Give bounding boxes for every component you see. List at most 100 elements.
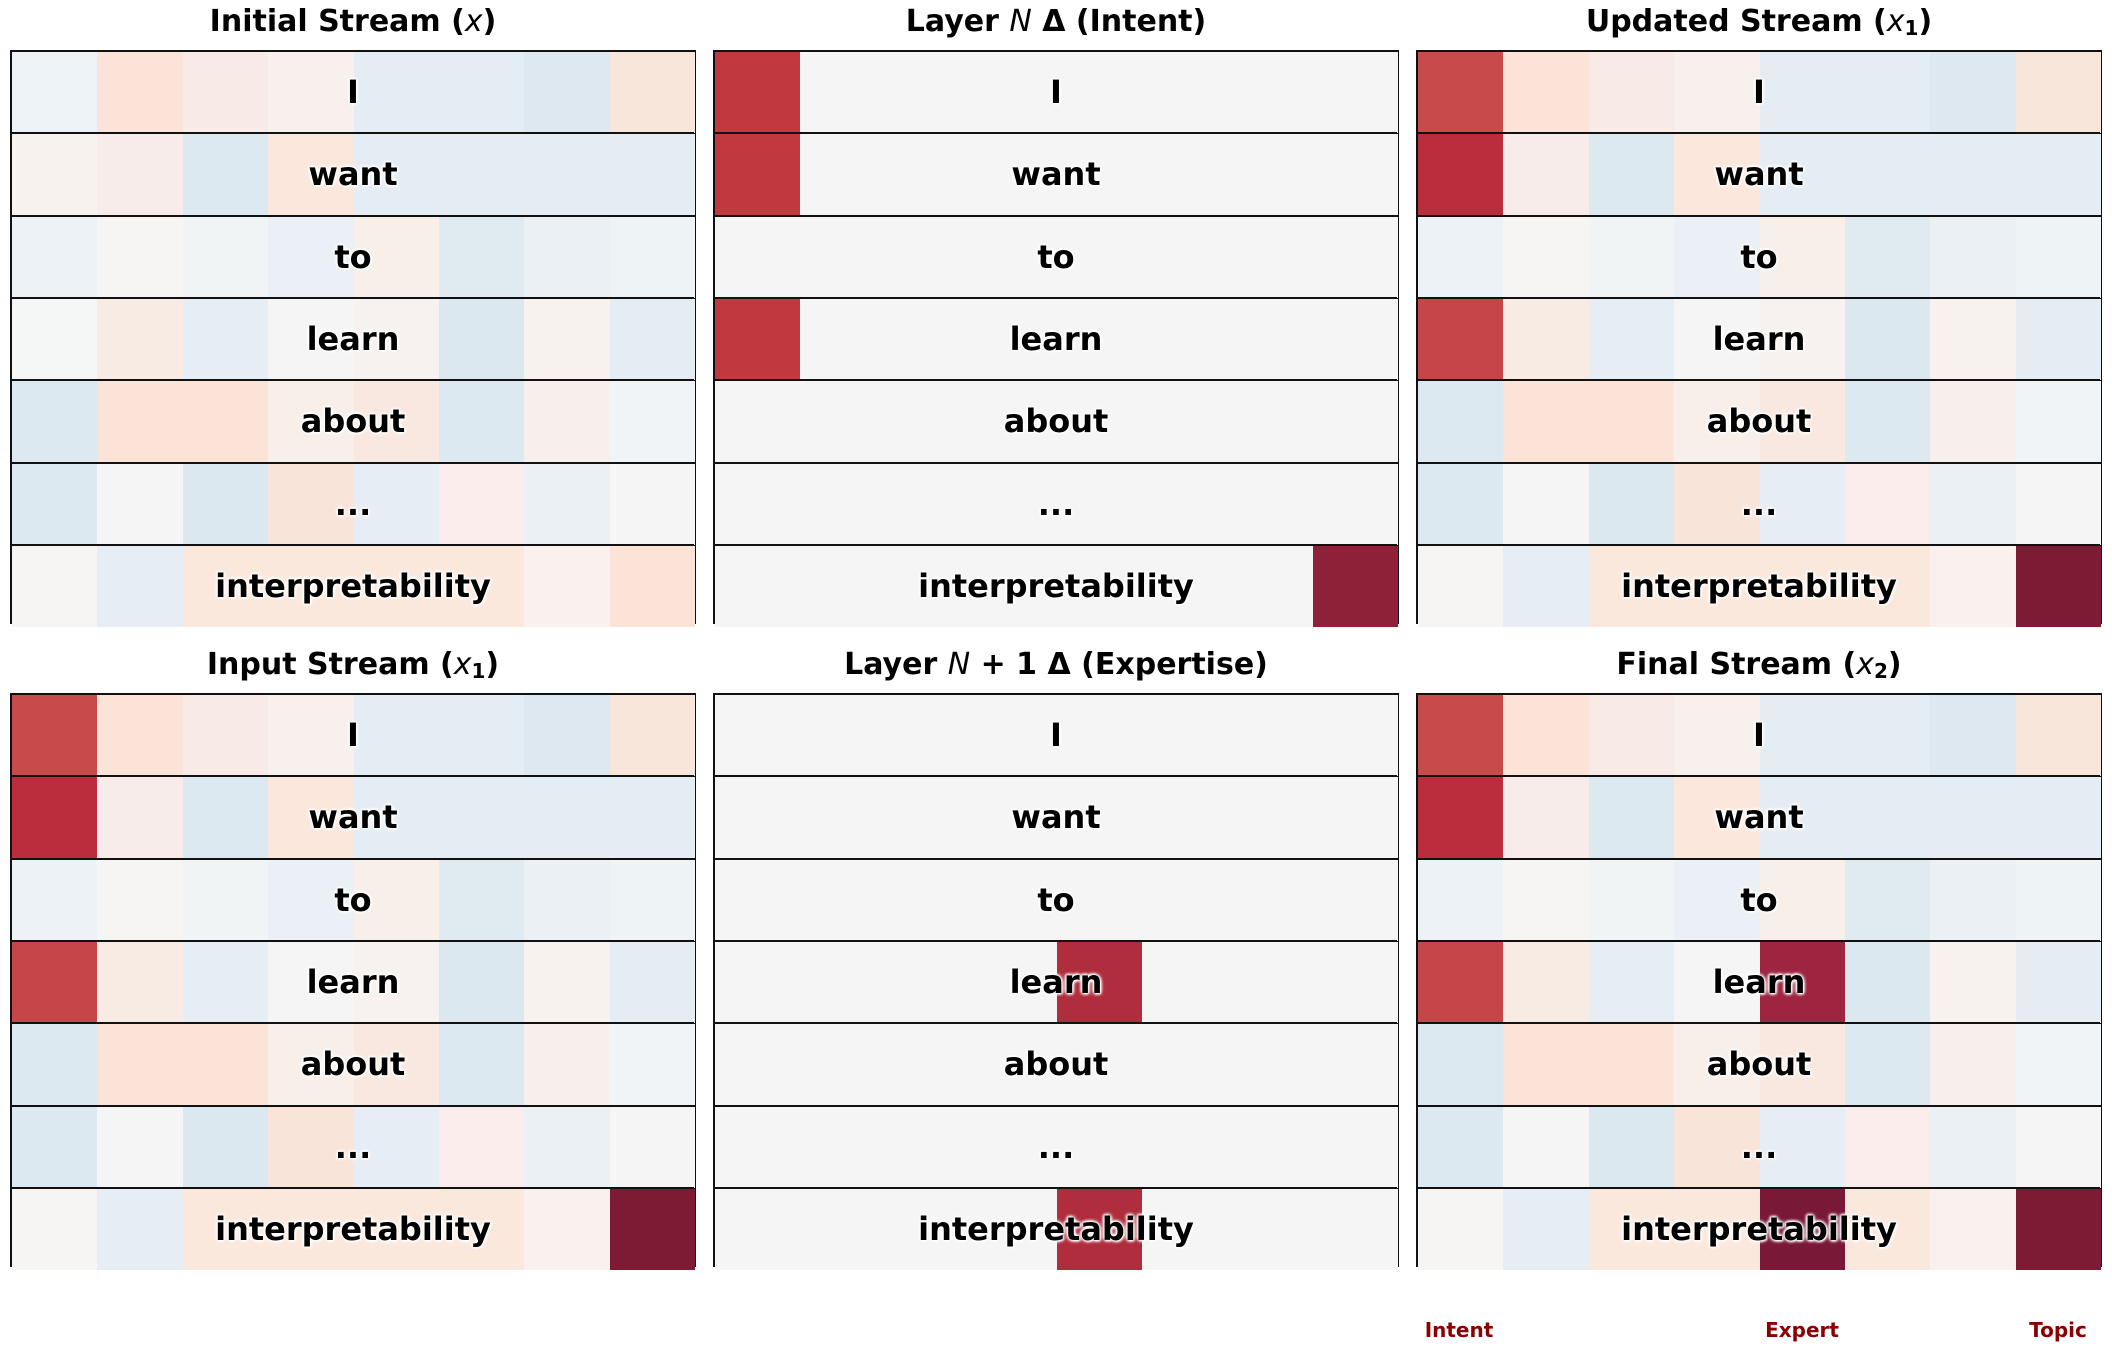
heatmap-cell	[1674, 1024, 1760, 1105]
heatmap-cell	[1227, 546, 1313, 627]
heatmap-cell	[1589, 1024, 1674, 1105]
heatmap-cell	[1845, 695, 1930, 776]
heatmap-cell	[715, 1024, 800, 1105]
row-divider	[1418, 1022, 2100, 1025]
token-label: ...	[1740, 1128, 1778, 1166]
token-label: to	[1740, 238, 1778, 276]
token-row: to	[12, 217, 695, 298]
token-row: interpretability	[1418, 1189, 2101, 1270]
heatmap-cell	[2016, 381, 2101, 462]
heatmap-cell	[1057, 860, 1142, 941]
heatmap-cell	[439, 464, 524, 545]
heatmap-cell	[1589, 695, 1674, 776]
heatmap-cell	[886, 299, 971, 380]
heatmap-cell	[715, 299, 800, 380]
heatmap-cell	[524, 52, 610, 133]
row-divider	[12, 297, 694, 300]
row-divider	[1418, 132, 2100, 135]
token-row: ...	[1418, 1107, 2101, 1188]
heatmap-cell	[2016, 860, 2101, 941]
row-divider	[1418, 544, 2100, 547]
token-row: about	[12, 1024, 695, 1105]
heatmap-cell	[12, 299, 97, 380]
heatmap-cell	[268, 777, 354, 858]
token-row: ...	[715, 464, 1398, 545]
token-row: about	[12, 381, 695, 462]
heatmap-cell	[1142, 381, 1227, 462]
heatmap-cell	[971, 464, 1057, 545]
heatmap-cell	[1503, 1189, 1589, 1270]
heatmap-cell	[1760, 464, 1845, 545]
heatmap-cell	[1313, 777, 1398, 858]
heatmap-cell	[524, 1024, 610, 1105]
token-label: want	[1714, 155, 1804, 193]
heatmap-cell	[1930, 695, 2016, 776]
heatmap-cell	[268, 695, 354, 776]
row-divider	[715, 215, 1397, 218]
token-row: to	[715, 860, 1398, 941]
heatmap-cell	[1418, 134, 1503, 215]
heatmap-cell	[439, 860, 524, 941]
token-label: I	[347, 73, 359, 111]
token-row: interpretability	[12, 546, 695, 627]
token-label: about	[300, 1045, 406, 1083]
row-divider	[715, 379, 1397, 382]
heatmap-cell	[439, 381, 524, 462]
heatmap-cell	[1930, 546, 2016, 627]
heatmap-cell	[97, 942, 183, 1023]
heatmap-cell	[610, 381, 695, 462]
heatmap-cell	[1057, 134, 1142, 215]
token-row: about	[1418, 1024, 2101, 1105]
token-label: ...	[1037, 485, 1075, 523]
heatmap-cell	[1418, 546, 1503, 627]
heatmap-cell	[1057, 52, 1142, 133]
heatmap-cell	[800, 695, 886, 776]
heatmap-cell	[886, 546, 971, 627]
token-row: learn	[12, 942, 695, 1023]
heatmap-cell	[1589, 52, 1674, 133]
heatmap-cell	[524, 546, 610, 627]
row-divider	[1418, 297, 2100, 300]
token-label: to	[334, 238, 372, 276]
heatmap-cell	[2016, 546, 2101, 627]
heatmap-cell	[971, 217, 1057, 298]
heatmap-cell	[886, 777, 971, 858]
token-label: ...	[1037, 1128, 1075, 1166]
heatmap-cell	[1227, 1107, 1313, 1188]
heatmap-cell	[610, 695, 695, 776]
heatmap-cell	[2016, 52, 2101, 133]
legend-label-expert: Expert	[1765, 1318, 1839, 1342]
heatmap-cell	[715, 1107, 800, 1188]
token-row: learn	[715, 299, 1398, 380]
heatmap-cell	[1503, 942, 1589, 1023]
row-divider	[715, 1105, 1397, 1108]
heatmap-cell	[800, 134, 886, 215]
heatmap-cell	[1589, 134, 1674, 215]
panel-title: Input Stream (x1)	[206, 647, 500, 683]
heatmap-cell	[800, 546, 886, 627]
token-label: want	[308, 798, 398, 836]
token-label: to	[1037, 881, 1075, 919]
heatmap-cell	[12, 777, 97, 858]
heatmap-cell	[1760, 777, 1845, 858]
heatmap-cell	[1760, 1189, 1845, 1270]
row-divider	[715, 297, 1397, 300]
heatmap-cell	[183, 464, 268, 545]
heatmap-cell	[1227, 381, 1313, 462]
heatmap-cell	[1930, 464, 2016, 545]
heatmap-cell	[1227, 1189, 1313, 1270]
heatmap-cell	[1503, 1024, 1589, 1105]
heatmap-cell	[1674, 1107, 1760, 1188]
heatmap-cell	[1589, 381, 1674, 462]
row-divider	[1418, 462, 2100, 465]
heatmap-cell	[12, 860, 97, 941]
heatmap-cell	[1313, 134, 1398, 215]
heatmap-cell	[268, 942, 354, 1023]
heatmap-cell	[354, 777, 439, 858]
heatmap-cell	[183, 860, 268, 941]
heatmap-cell	[1057, 777, 1142, 858]
token-row: to	[1418, 217, 2101, 298]
heatmap-cell	[354, 217, 439, 298]
heatmap-cell	[439, 695, 524, 776]
token-row: want	[1418, 134, 2101, 215]
